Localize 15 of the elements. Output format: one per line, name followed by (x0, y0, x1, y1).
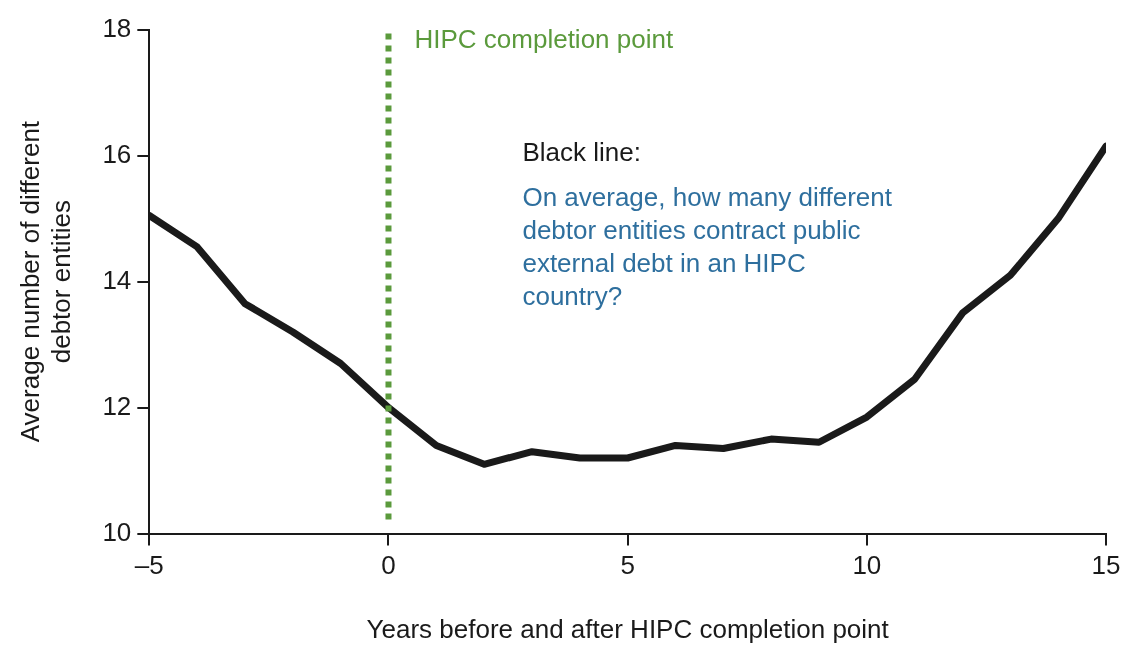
x-tick-label: 5 (620, 550, 635, 581)
x-tick-label: –5 (134, 550, 164, 581)
x-tick-label: 10 (852, 550, 882, 581)
annotation: Black line: (522, 136, 641, 167)
x-tick-label: 0 (381, 550, 396, 581)
annotation: On average, how many different debtor entities contract public external debt in an HIPC country? (522, 181, 893, 311)
y-axis-title: Average number of different debtor entities (14, 120, 76, 443)
y-tick-label: 18 (102, 12, 132, 43)
ref-line-label: HIPC completion point (414, 23, 674, 54)
x-axis-title: Years before and after HIPC completion point (366, 613, 890, 644)
y-tick-label: 14 (102, 264, 132, 295)
y-tick-label: 16 (102, 138, 132, 169)
y-tick-label: 12 (102, 390, 132, 421)
y-tick-label: 10 (102, 516, 132, 547)
x-tick-label: 15 (1091, 550, 1121, 581)
